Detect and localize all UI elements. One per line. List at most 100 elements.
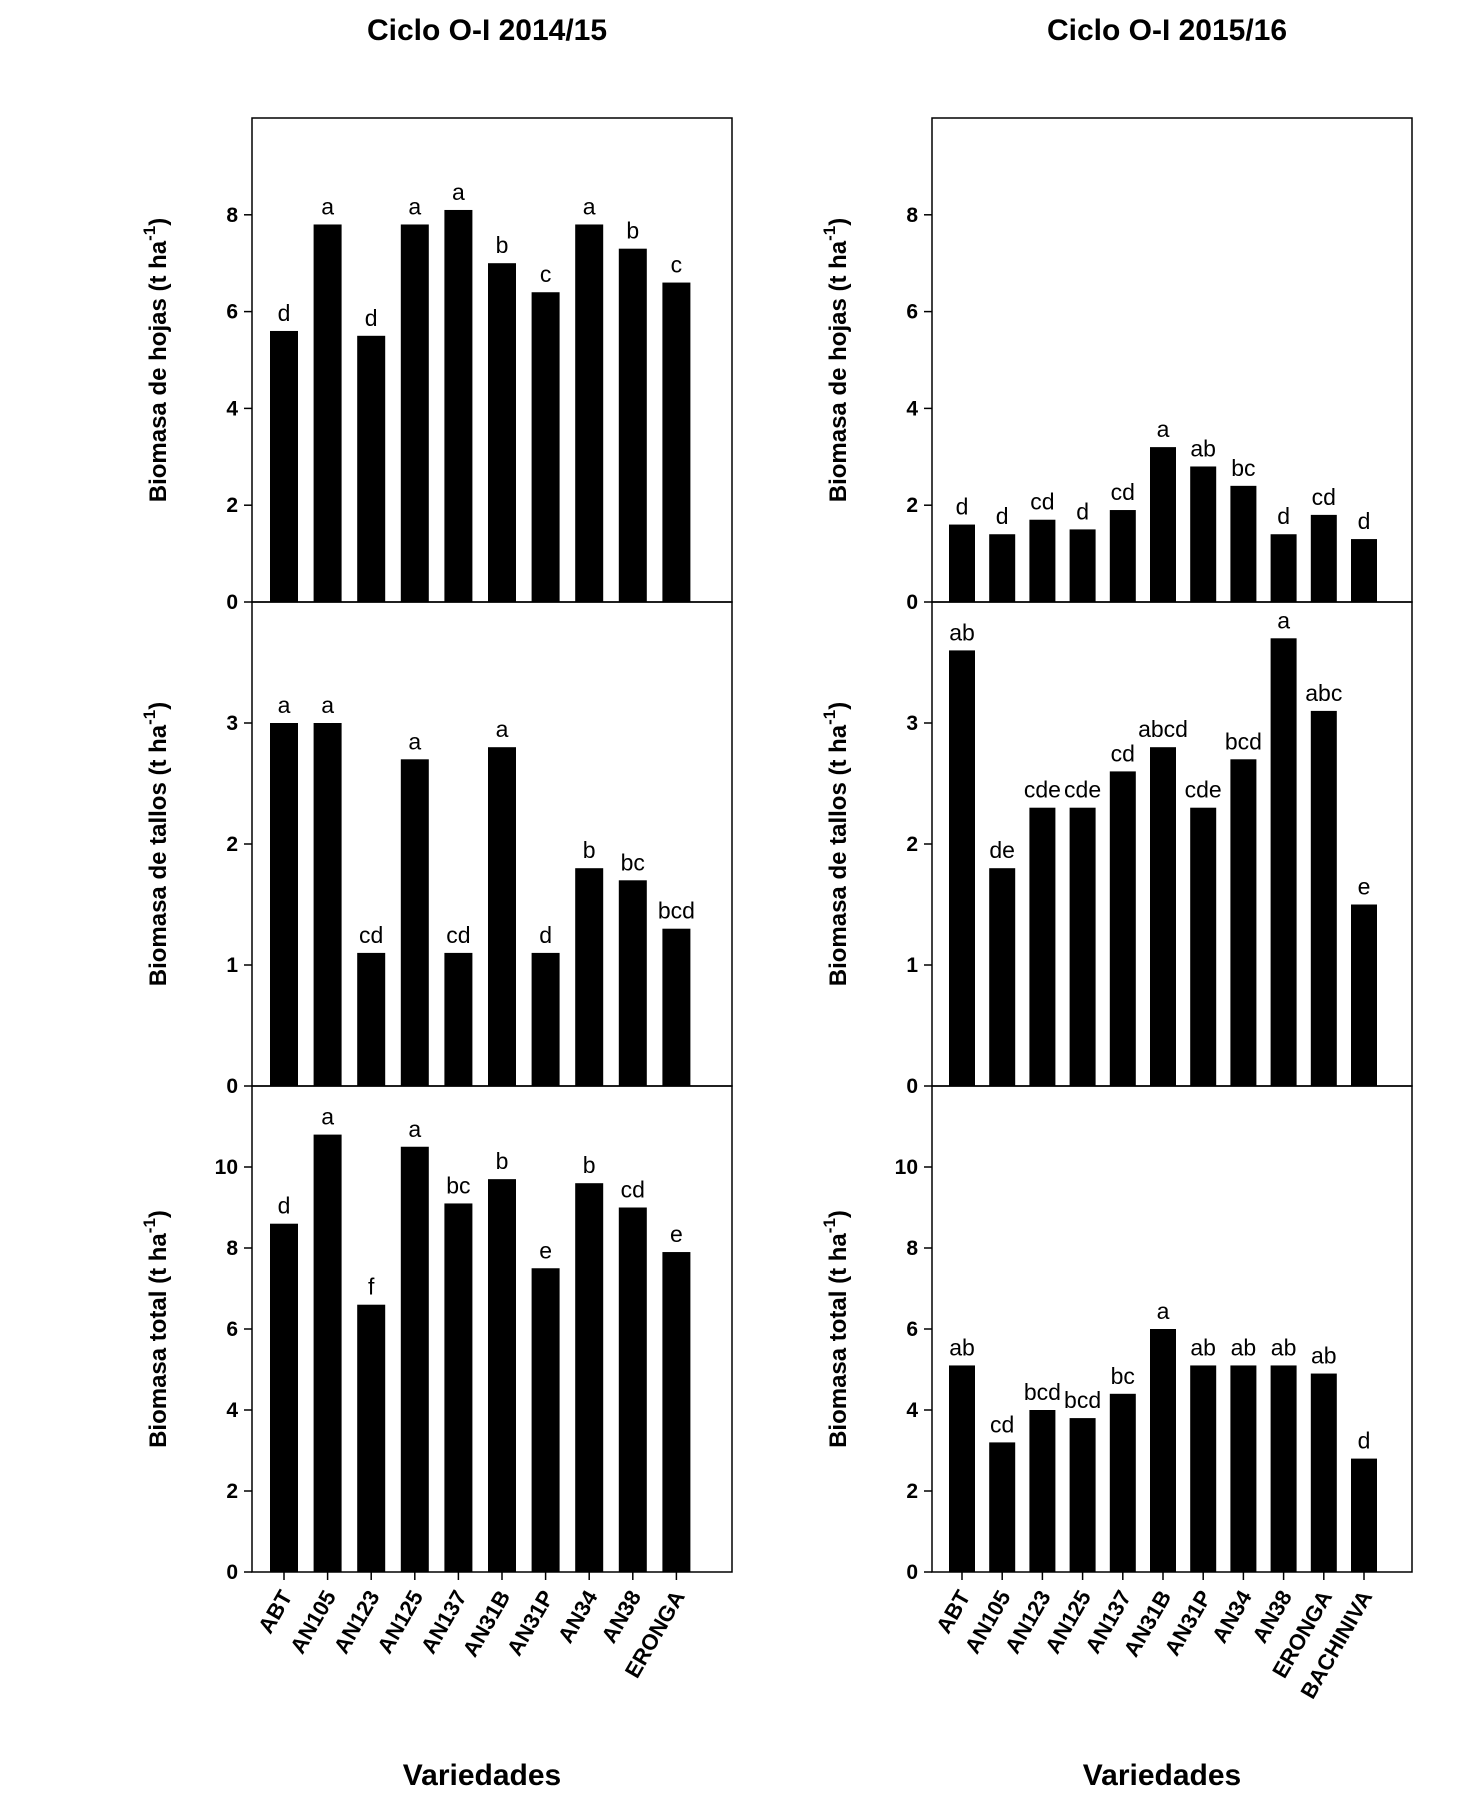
data-label: a — [408, 1116, 421, 1142]
bar-eronga — [1310, 710, 1337, 1086]
data-label: bc — [621, 849, 645, 875]
bar-an34 — [1230, 759, 1257, 1086]
y-tick-label: 4 — [906, 397, 918, 420]
bar-an123 — [357, 335, 386, 602]
y-tick-label: 4 — [226, 397, 238, 420]
bar-bachiniva — [1351, 1458, 1377, 1572]
data-label: bc — [446, 1172, 470, 1198]
y-tick-label: 6 — [906, 1318, 918, 1341]
data-label: b — [583, 837, 596, 863]
data-label: a — [1157, 1298, 1170, 1324]
data-label: ab — [1190, 1334, 1216, 1360]
data-label: d — [1277, 503, 1290, 529]
data-label: d — [956, 494, 969, 520]
data-label: cd — [446, 922, 470, 948]
bar-an31b — [1150, 747, 1176, 1086]
bar-an31b — [1150, 447, 1176, 602]
bar-an137 — [444, 952, 473, 1086]
data-label: bc — [1231, 455, 1255, 481]
bar-an137 — [1109, 510, 1136, 602]
data-label: a — [278, 692, 291, 718]
y-tick-label: 3 — [226, 712, 238, 735]
bar-eronga — [1310, 514, 1337, 602]
bar-an31b — [488, 263, 516, 602]
data-label: cde — [1185, 777, 1222, 803]
bar-an123 — [1029, 1410, 1056, 1572]
data-label: abcd — [1138, 716, 1188, 742]
data-label: a — [496, 716, 509, 742]
y-tick-label: 10 — [895, 1156, 918, 1179]
data-label: a — [1157, 416, 1170, 442]
data-label: a — [583, 193, 596, 219]
bar-an38 — [618, 1207, 647, 1572]
data-label: cd — [359, 922, 383, 948]
y-tick-label: 1 — [906, 954, 918, 977]
data-label: a — [321, 692, 334, 718]
bar-abt — [270, 723, 298, 1086]
y-tick-label: 2 — [906, 833, 918, 856]
data-label: a — [321, 193, 334, 219]
y-axis-label: Biomasa de hojas (t ha-1) — [820, 218, 852, 503]
bar-eronga — [662, 1252, 691, 1572]
bar-abt — [949, 650, 975, 1086]
data-label: ab — [1271, 1334, 1297, 1360]
data-label: de — [989, 837, 1015, 863]
bar-an38 — [1270, 1365, 1297, 1572]
bar-an38 — [1270, 638, 1297, 1086]
data-label: d — [996, 503, 1009, 529]
data-label: b — [496, 1148, 509, 1174]
bar-an31b — [488, 1179, 516, 1572]
y-axis-label: Biomasa total (t ha-1) — [140, 1210, 172, 1448]
bar-an34 — [1230, 1365, 1257, 1572]
y-tick-label: 2 — [906, 1480, 918, 1503]
chart-panel-2-1: Ciclo O-I 2015/16 0 2 4 6 8 Biomasa de hojas (… — [820, 14, 1413, 614]
y-tick-label: 6 — [226, 1318, 238, 1341]
bar-an125 — [400, 224, 429, 603]
bar-an38 — [1270, 534, 1297, 602]
data-label: b — [496, 232, 509, 258]
data-label: a — [321, 1104, 334, 1130]
y-tick-label: 6 — [226, 301, 238, 324]
y-tick-label: 8 — [226, 1237, 238, 1260]
bar-an38 — [618, 248, 647, 602]
data-label: e — [1358, 874, 1371, 900]
data-label: a — [1277, 607, 1290, 633]
y-tick-label: 4 — [906, 1399, 918, 1422]
chart-title: Ciclo O-I 2015/16 — [1047, 14, 1287, 47]
y-tick-label: 0 — [226, 1561, 238, 1584]
data-label: ab — [949, 619, 975, 645]
y-tick-label: 4 — [226, 1399, 238, 1422]
bar-an105 — [989, 1442, 1016, 1572]
chart-panel-1-1: Ciclo O-I 2014/15 0 2 4 6 8 Biomasa de hojas (… — [140, 14, 733, 614]
bar-abt — [949, 1365, 975, 1572]
data-label: a — [408, 193, 421, 219]
data-label: a — [452, 179, 465, 205]
y-tick-label: 0 — [906, 1075, 918, 1098]
bar-an34 — [575, 1183, 604, 1572]
bar-an125 — [400, 1146, 429, 1572]
bar-an31p — [1190, 1365, 1217, 1572]
bar-an123 — [1029, 519, 1056, 602]
data-label: cd — [1111, 740, 1135, 766]
data-label: cde — [1064, 777, 1101, 803]
x-tick-label: ABT — [253, 1586, 298, 1638]
data-label: cde — [1024, 777, 1061, 803]
bar-an125 — [1069, 529, 1096, 602]
data-label: d — [539, 922, 552, 948]
data-label: ab — [1311, 1343, 1337, 1369]
bar-eronga — [662, 282, 691, 602]
bar-an125 — [1069, 807, 1096, 1086]
bar-abt — [270, 1223, 298, 1572]
y-tick-label: 0 — [906, 1561, 918, 1584]
data-label: abc — [1305, 680, 1342, 706]
data-label: e — [670, 1221, 683, 1247]
bar-an31p — [1190, 807, 1217, 1086]
bar-an123 — [357, 952, 386, 1086]
y-tick-label: 1 — [226, 954, 238, 977]
y-tick-label: 8 — [906, 1237, 918, 1260]
data-label: b — [583, 1152, 596, 1178]
x-tick-label: AN34 — [1207, 1585, 1257, 1647]
